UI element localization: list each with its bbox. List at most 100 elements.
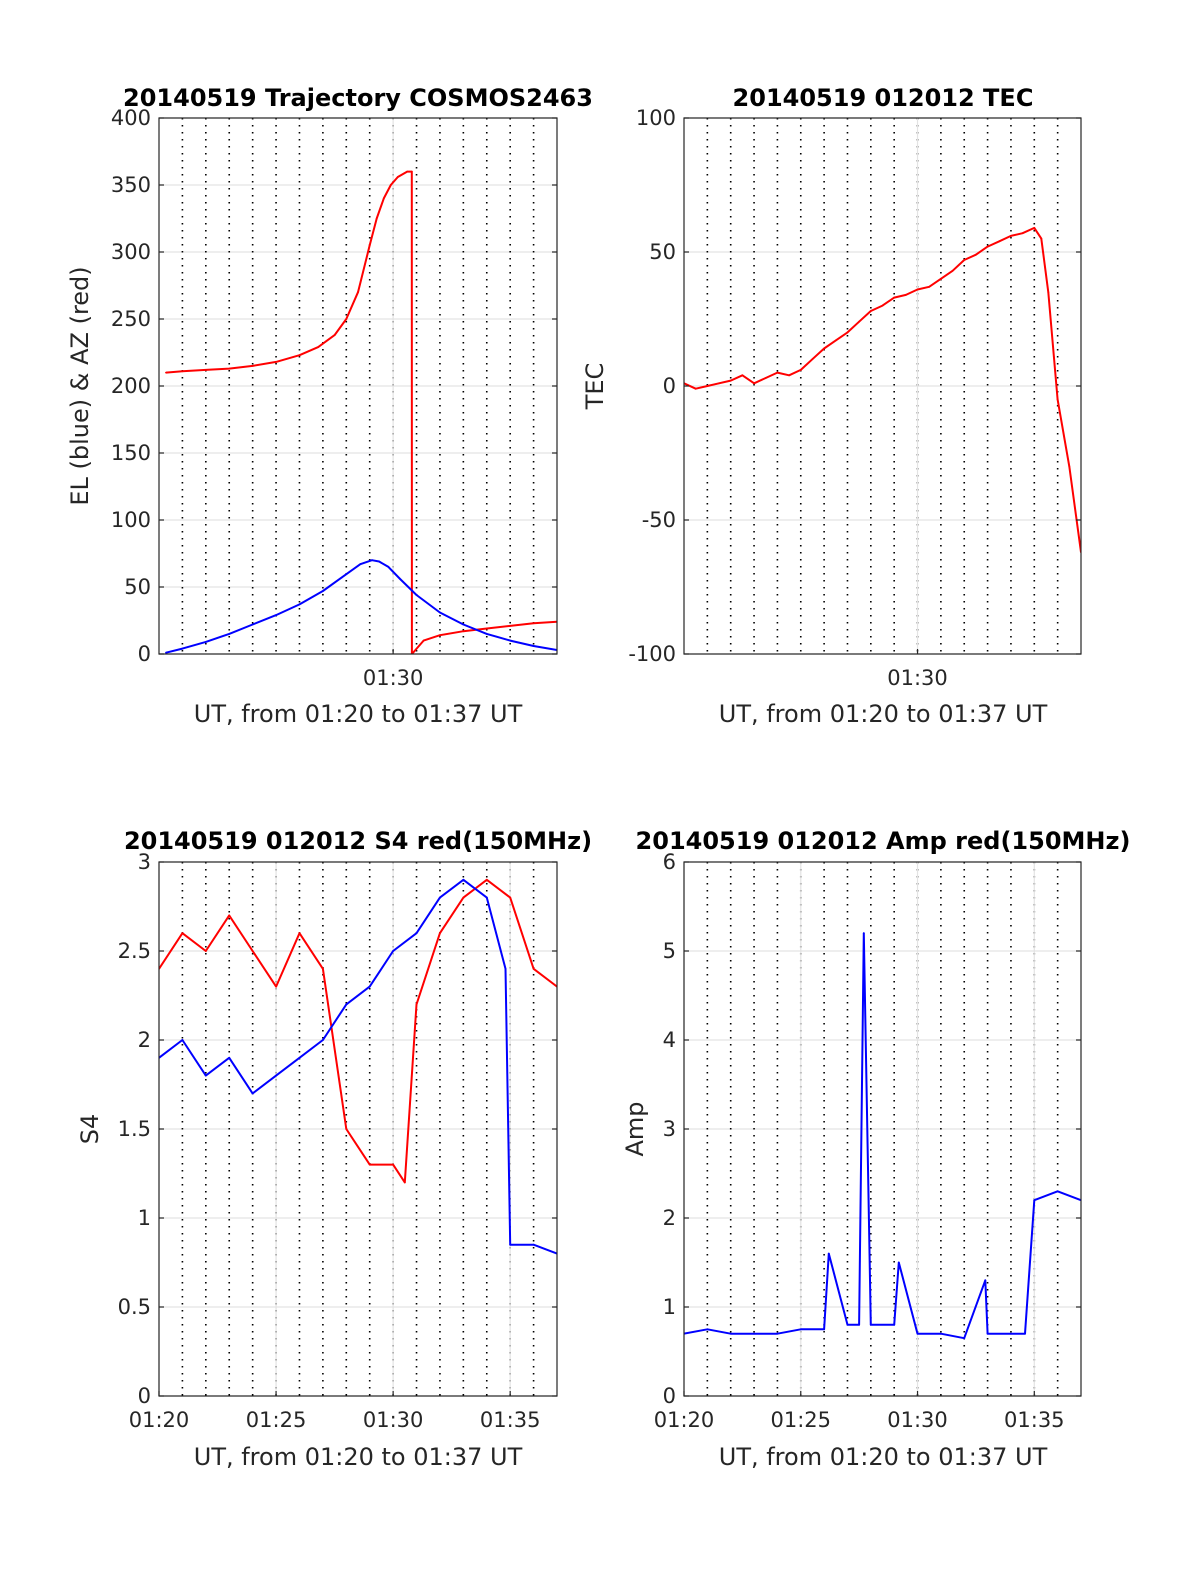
amp-panel: 20140519 012012 Amp red(150MHz) UT, from… — [621, 827, 1130, 1471]
data-point — [204, 641, 207, 643]
data-point — [776, 1332, 779, 1335]
data-point — [504, 967, 507, 970]
x-tick-label: 01:25 — [246, 1408, 307, 1432]
data-point — [228, 633, 231, 635]
data-point — [823, 1328, 825, 1331]
data-point — [298, 354, 301, 357]
data-point — [509, 639, 512, 642]
data-point — [345, 318, 348, 320]
x-tick-label: 01:30 — [363, 1408, 424, 1432]
series-line-0 — [159, 878, 557, 1184]
data-point — [485, 627, 488, 630]
data-point — [905, 294, 907, 296]
data-point — [694, 387, 697, 390]
x-axis-label: UT, from 01:20 to 01:37 UT — [719, 1443, 1048, 1471]
data-point — [359, 563, 362, 566]
data-point — [858, 1323, 860, 1326]
data-point — [251, 623, 254, 626]
data-point — [439, 896, 441, 899]
y-tick-label: 0 — [663, 1384, 676, 1408]
y-tick-label: 100 — [636, 106, 676, 130]
data-point — [858, 320, 860, 323]
series-line-0 — [684, 226, 1081, 553]
data-point — [357, 291, 359, 294]
data-point — [204, 950, 207, 952]
series-line-1 — [165, 559, 557, 654]
y-tick-label: 3 — [138, 850, 151, 874]
data-point — [228, 1056, 231, 1059]
series-line-0 — [684, 932, 1081, 1340]
data-point — [1056, 1190, 1059, 1193]
data-point — [834, 339, 837, 342]
data-point — [1068, 465, 1071, 468]
tec-panel: 20140519 012012 TEC UT, from 01:20 to 01… — [581, 84, 1082, 728]
data-point — [706, 385, 709, 387]
data-point — [439, 634, 441, 637]
data-point — [403, 1181, 406, 1184]
data-point — [228, 367, 231, 370]
x-tick-label: 01:20 — [654, 1408, 715, 1432]
data-point — [753, 382, 755, 385]
data-point — [846, 1323, 849, 1326]
data-point — [893, 296, 896, 299]
series-group — [165, 170, 557, 654]
y-tick-label: 400 — [111, 106, 151, 130]
data-point — [322, 1039, 324, 1041]
data-point — [298, 932, 301, 935]
y-axis-label: S4 — [76, 1114, 104, 1145]
y-tick-label: 1 — [663, 1295, 676, 1319]
data-point — [975, 253, 977, 256]
data-point — [984, 1279, 987, 1282]
data-point — [275, 361, 277, 363]
data-point — [940, 1332, 942, 1335]
data-point — [827, 1252, 830, 1255]
data-point — [251, 950, 254, 952]
y-tick-label: 2.5 — [118, 939, 151, 963]
y-tick-label: 2 — [663, 1206, 676, 1230]
data-point — [729, 1332, 732, 1335]
data-point — [322, 590, 324, 592]
data-point — [811, 358, 814, 361]
y-tick-label: 1.5 — [118, 1117, 151, 1141]
data-point — [181, 370, 184, 373]
data-point — [485, 896, 488, 899]
data-point — [382, 197, 385, 200]
chart-title: 20140519 012012 Amp red(150MHz) — [636, 827, 1131, 855]
y-axis-label: Amp — [621, 1101, 649, 1156]
series-line-1 — [159, 878, 557, 1255]
x-tick-label: 01:25 — [770, 1408, 831, 1432]
data-point — [951, 269, 954, 272]
series-line-0 — [165, 170, 557, 654]
data-point — [940, 277, 942, 280]
data-point — [893, 1323, 896, 1326]
data-point — [1047, 291, 1050, 294]
data-point — [422, 639, 425, 642]
data-point — [963, 1337, 966, 1340]
y-tick-label: 0 — [138, 1384, 151, 1408]
data-point — [378, 560, 380, 563]
y-tick-label: 150 — [111, 441, 151, 465]
y-tick-label: 0.5 — [118, 1295, 151, 1319]
data-point — [862, 932, 865, 935]
data-point — [799, 369, 802, 371]
y-tick-label: -50 — [642, 508, 676, 532]
data-point — [392, 1163, 394, 1166]
data-point — [928, 285, 931, 288]
y-tick-label: 50 — [124, 575, 151, 599]
data-point — [399, 578, 401, 580]
data-point — [509, 625, 512, 627]
data-point — [387, 566, 390, 568]
y-tick-label: 6 — [663, 850, 676, 874]
data-point — [462, 630, 465, 633]
y-axis-label: EL (blue) & AZ (red) — [66, 266, 94, 505]
y-tick-label: 5 — [663, 939, 676, 963]
data-point — [415, 594, 418, 596]
data-point — [298, 603, 301, 606]
data-point — [345, 1003, 348, 1006]
data-point — [298, 1056, 301, 1059]
data-point — [368, 244, 371, 247]
data-point — [485, 878, 488, 881]
data-point — [317, 346, 320, 348]
data-point — [1056, 398, 1059, 401]
